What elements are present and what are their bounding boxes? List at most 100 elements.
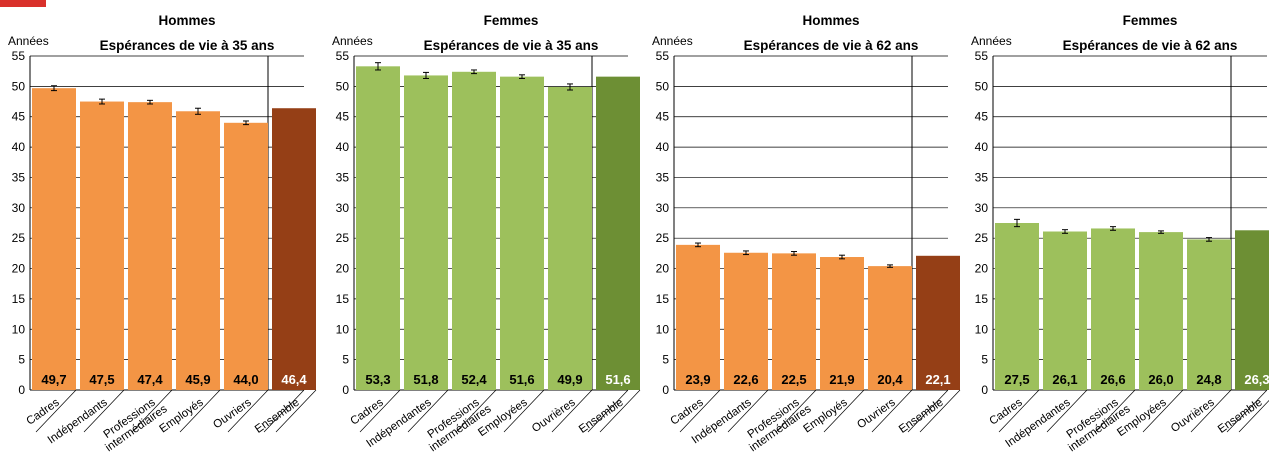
bar-value-label-2: 22,6 [733,372,758,387]
y-tick-label: 0 [342,383,349,397]
bar-value-label-2: 51,8 [413,372,438,387]
category-label-6: Ensemble [1216,397,1265,436]
y-tick-label: 15 [12,292,26,306]
x-tick-slant [407,389,449,433]
error-bar-5 [243,120,249,126]
bar-value-label-4: 26,0 [1148,372,1173,387]
y-tick-label: 0 [662,383,669,397]
y-axis-unit-label: Années [8,34,49,48]
y-tick-label: 50 [12,79,26,93]
error-bar-4 [1158,230,1164,234]
y-tick-label: 55 [975,49,989,63]
y-tick-label: 25 [975,231,989,245]
bar-value-label-6: 22,1 [925,372,950,387]
y-tick-label: 10 [975,322,989,336]
y-tick-label: 40 [656,140,670,154]
error-bar-1 [695,242,701,248]
bar-value-label-4: 21,9 [829,372,854,387]
chart-title-line1: Femmes [484,13,539,28]
chart-title-line2: Espérances de vie à 35 ans [100,38,275,53]
bar-6 [1235,230,1269,390]
error-bar-3 [471,69,477,75]
y-tick-label: 50 [656,79,670,93]
y-tick-label: 30 [12,201,26,215]
chart-panel-4: Femmes Espérances de vie à 62 ans Années 0 5… [971,13,1269,454]
y-axis-unit-label: Années [652,34,693,48]
chart-panel-2: Femmes Espérances de vie à 35 ans Années 0 5… [332,13,641,454]
bar-3 [1091,228,1135,390]
x-tick-slant [179,389,221,433]
category-label-6: Ensemble [253,397,302,436]
x-tick-slant [775,389,817,433]
x-tick-slant [551,389,593,433]
bar-value-label-4: 45,9 [185,372,210,387]
y-tick-label: 50 [336,79,350,93]
category-label-1: Cadres [668,396,705,427]
error-bar-2 [423,71,429,79]
x-tick-slant [455,389,497,433]
bar-3 [772,253,816,390]
x-tick-slant [998,389,1040,433]
error-bar-5 [567,83,573,91]
y-tick-label: 35 [336,170,350,184]
y-tick-label: 50 [975,79,989,93]
y-tick-label: 10 [656,322,670,336]
x-tick-slant [599,389,641,433]
error-bar-4 [839,254,845,260]
error-bar-4 [195,107,201,115]
bar-value-label-6: 46,4 [281,372,307,387]
bar-4 [500,76,544,390]
bar-value-label-5: 49,9 [557,372,582,387]
bar-5 [868,266,912,390]
y-tick-label: 10 [12,322,26,336]
error-bar-1 [51,85,57,92]
bar-3 [452,71,496,390]
chart-title-line2: Espérances de vie à 35 ans [424,38,599,53]
error-bar-5 [1206,237,1212,242]
bar-value-label-6: 26,3 [1244,372,1269,387]
bar-value-label-3: 22,5 [781,372,806,387]
y-tick-label: 25 [656,231,670,245]
y-tick-label: 30 [336,201,350,215]
y-tick-label: 25 [336,231,350,245]
x-tick-slant [83,389,125,433]
y-tick-label: 30 [656,201,670,215]
y-tick-label: 55 [656,49,670,63]
y-tick-label: 35 [656,170,670,184]
category-label-1: Cadres [24,396,61,427]
y-tick-label: 45 [656,110,670,124]
error-bar-2 [1062,229,1068,234]
y-tick-label: 15 [975,292,989,306]
x-tick-slant [1238,399,1269,433]
chart-title-line2: Espérances de vie à 62 ans [744,38,919,53]
bar-value-label-2: 47,5 [89,372,114,387]
error-bar-3 [147,99,153,105]
bar-value-label-4: 51,6 [509,372,534,387]
bar-value-label-2: 26,1 [1052,372,1077,387]
x-tick-slant [359,389,401,433]
y-tick-label: 35 [975,170,989,184]
error-bar-1 [1014,218,1020,228]
y-tick-label: 5 [662,353,669,367]
bar-2 [1043,231,1087,390]
y-tick-label: 40 [975,140,989,154]
error-bar-5 [887,264,893,268]
x-tick-slant [871,389,913,433]
y-tick-label: 0 [981,383,988,397]
x-tick-slant [1142,389,1184,433]
y-tick-label: 5 [18,353,25,367]
y-tick-label: 45 [336,110,350,124]
bar-3 [128,102,172,391]
y-tick-label: 20 [12,262,26,276]
category-label-5: Ouvrières [1169,396,1217,435]
error-bar-2 [99,98,105,105]
error-bar-1 [375,62,381,71]
bar-5 [548,86,592,390]
x-tick-slant [907,389,949,433]
error-bar-4 [519,74,525,79]
bar-5 [224,122,268,391]
category-label-5: Ouvriers [211,396,254,431]
x-tick-slant [1226,389,1268,433]
bar-value-label-5: 24,8 [1196,372,1221,387]
